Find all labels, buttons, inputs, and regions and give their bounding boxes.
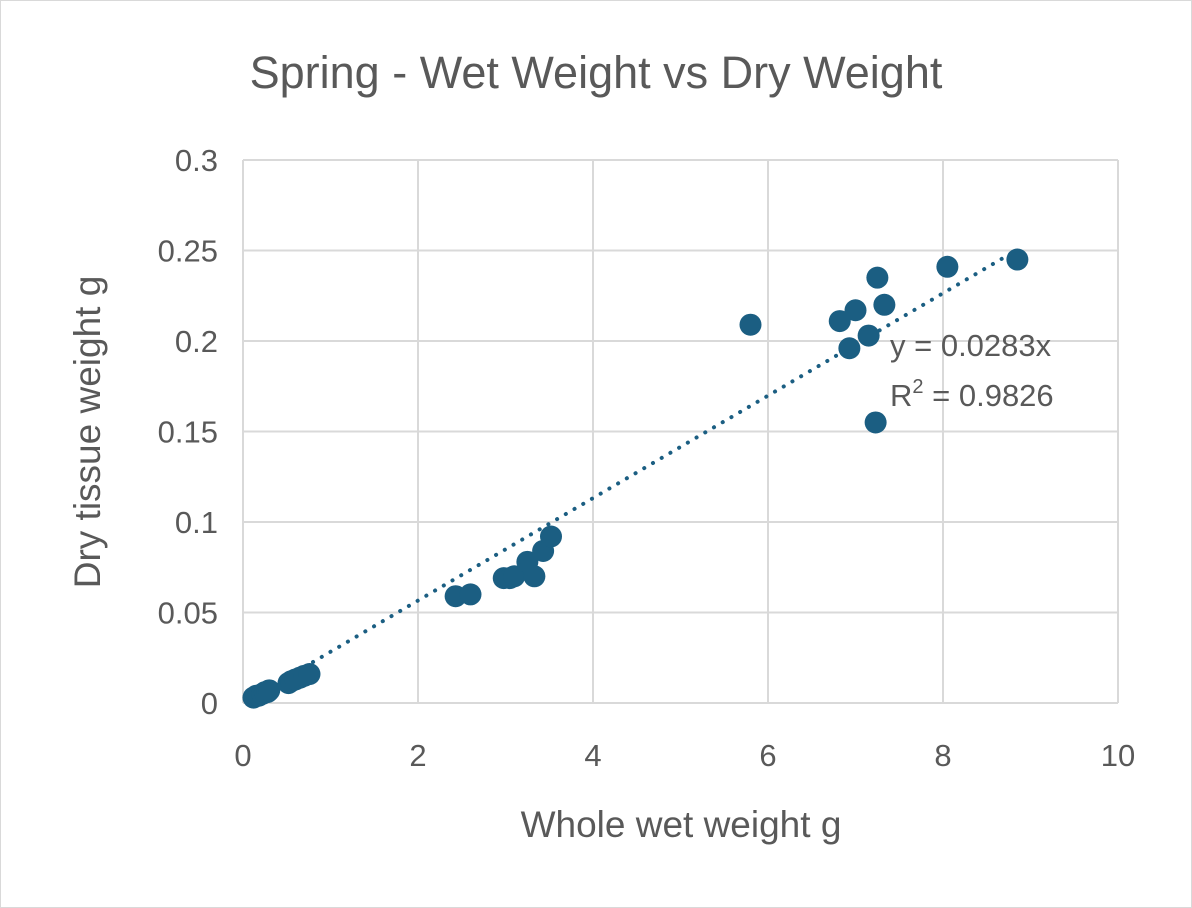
data-point	[298, 663, 321, 686]
data-point	[857, 324, 880, 347]
r2-value: = 0.9826	[924, 378, 1054, 413]
data-points	[242, 248, 1029, 709]
data-point	[258, 679, 281, 702]
y-tick-label: 0.2	[175, 324, 218, 359]
data-point	[828, 310, 851, 333]
x-tick-label: 10	[1101, 738, 1135, 773]
grid-layer	[242, 159, 1119, 704]
x-tick-label: 0	[234, 738, 251, 773]
x-tick-label: 8	[934, 738, 951, 773]
data-point	[838, 337, 861, 360]
trendline-r-squared: R2 = 0.9826	[890, 376, 1054, 413]
y-axis-title: Dry tissue weight g	[67, 276, 108, 589]
data-point	[540, 525, 562, 548]
y-tick-label: 0.15	[158, 415, 218, 450]
data-point	[873, 293, 896, 316]
data-point	[844, 299, 867, 322]
r2-superscript: 2	[912, 376, 923, 398]
data-point	[864, 411, 887, 434]
r2-label: R	[890, 378, 912, 413]
data-point	[936, 255, 959, 278]
y-tick-label: 0	[201, 686, 218, 721]
data-point	[1006, 248, 1029, 271]
y-tick-labels: 0 0.05 0.1 0.15 0.2 0.25 0.3	[158, 143, 218, 721]
y-tick-label: 0.1	[175, 505, 218, 540]
x-axis-title: Whole wet weight g	[521, 804, 842, 845]
data-point	[739, 313, 762, 336]
y-tick-label: 0.05	[158, 596, 218, 631]
data-point	[459, 583, 482, 606]
y-tick-label: 0.3	[175, 143, 218, 178]
chart-title: Spring - Wet Weight vs Dry Weight	[250, 47, 943, 98]
data-point	[866, 266, 889, 289]
x-tick-labels: 0 2 4 6 8 10	[234, 738, 1135, 773]
data-point	[503, 565, 526, 588]
y-tick-label: 0.25	[158, 234, 218, 269]
data-point	[523, 565, 546, 588]
x-tick-label: 4	[584, 738, 601, 773]
x-tick-label: 6	[759, 738, 776, 773]
x-tick-label: 2	[409, 738, 426, 773]
trendline-equation: y = 0.0283x	[890, 328, 1052, 363]
